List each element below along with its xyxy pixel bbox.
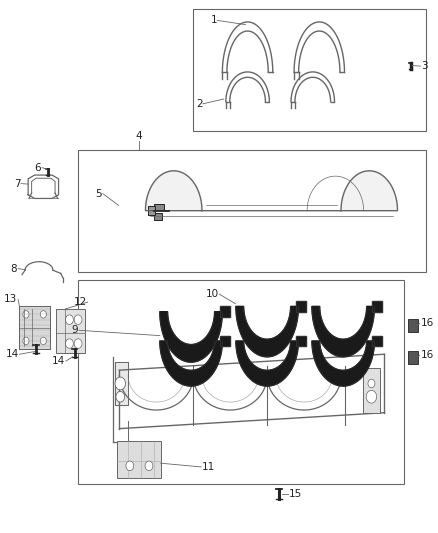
Polygon shape <box>296 336 306 346</box>
Circle shape <box>145 461 153 471</box>
Circle shape <box>126 461 134 471</box>
Bar <box>117 441 161 478</box>
Text: 13: 13 <box>4 294 17 304</box>
Bar <box>363 368 380 413</box>
Circle shape <box>66 339 73 349</box>
Circle shape <box>40 337 46 345</box>
Bar <box>78 280 404 484</box>
Text: 16: 16 <box>420 350 434 360</box>
Polygon shape <box>160 341 223 386</box>
Text: 1: 1 <box>211 15 217 26</box>
Bar <box>154 204 164 209</box>
FancyBboxPatch shape <box>408 351 418 364</box>
Text: 16: 16 <box>420 318 434 328</box>
Bar <box>154 213 162 220</box>
Text: 2: 2 <box>196 99 203 109</box>
Polygon shape <box>236 341 298 386</box>
Text: 8: 8 <box>11 264 17 273</box>
Text: 3: 3 <box>421 61 428 71</box>
Polygon shape <box>145 171 398 211</box>
Polygon shape <box>220 306 230 317</box>
Circle shape <box>366 390 377 403</box>
Polygon shape <box>312 341 374 386</box>
Text: 14: 14 <box>52 356 65 366</box>
Circle shape <box>74 315 82 325</box>
Text: 9: 9 <box>71 325 78 335</box>
Circle shape <box>66 315 73 325</box>
Text: 10: 10 <box>205 289 219 299</box>
Circle shape <box>368 379 375 387</box>
Text: 6: 6 <box>35 163 41 173</box>
Polygon shape <box>312 306 374 357</box>
Polygon shape <box>220 336 230 346</box>
Text: 12: 12 <box>74 297 87 307</box>
Polygon shape <box>372 336 382 346</box>
Circle shape <box>115 377 125 390</box>
FancyBboxPatch shape <box>57 309 85 353</box>
FancyBboxPatch shape <box>19 306 50 349</box>
Text: 7: 7 <box>14 179 20 189</box>
FancyBboxPatch shape <box>408 319 418 332</box>
Text: 11: 11 <box>202 462 215 472</box>
Text: 5: 5 <box>95 189 102 199</box>
Bar <box>78 150 426 272</box>
Bar <box>148 206 155 215</box>
Polygon shape <box>296 301 306 312</box>
Circle shape <box>74 339 82 349</box>
Text: 14: 14 <box>5 349 18 359</box>
Circle shape <box>23 311 29 318</box>
Polygon shape <box>236 306 298 357</box>
Bar <box>193 9 426 131</box>
Circle shape <box>116 391 124 402</box>
Polygon shape <box>160 312 223 362</box>
Text: 4: 4 <box>136 131 142 141</box>
Circle shape <box>40 311 46 318</box>
Circle shape <box>23 337 29 345</box>
Polygon shape <box>115 362 128 405</box>
Text: 15: 15 <box>289 489 302 499</box>
Polygon shape <box>372 301 382 312</box>
